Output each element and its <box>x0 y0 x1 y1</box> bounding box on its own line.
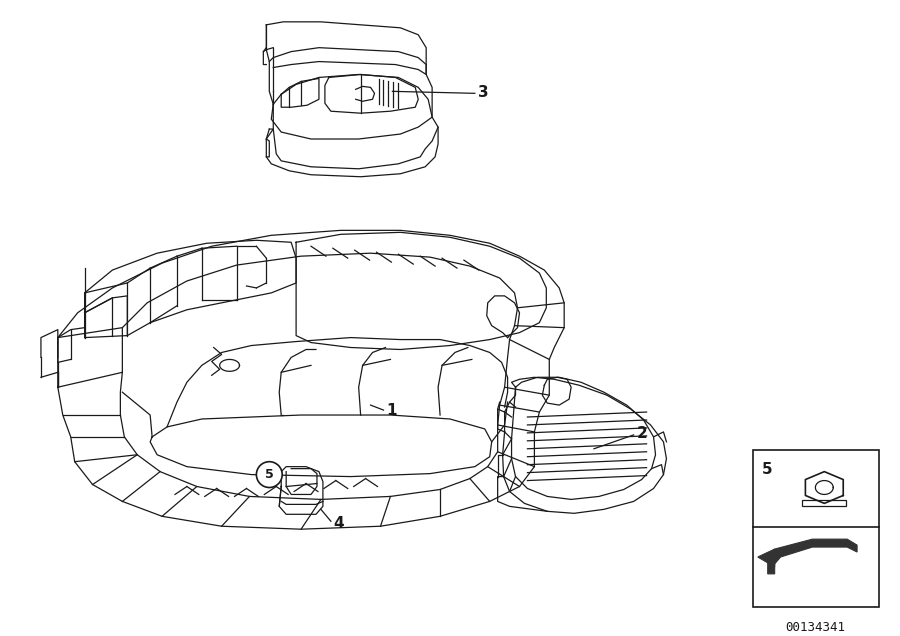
Text: 3: 3 <box>478 85 489 100</box>
Circle shape <box>256 462 283 488</box>
Polygon shape <box>758 549 775 567</box>
Text: 00134341: 00134341 <box>786 621 845 633</box>
Text: 2: 2 <box>636 426 647 441</box>
Text: 5: 5 <box>761 462 772 477</box>
Text: 1: 1 <box>386 403 397 418</box>
Bar <box>803 501 846 506</box>
Text: 4: 4 <box>333 516 344 531</box>
Text: 5: 5 <box>265 468 274 481</box>
Polygon shape <box>768 539 857 574</box>
Bar <box>752 450 879 607</box>
